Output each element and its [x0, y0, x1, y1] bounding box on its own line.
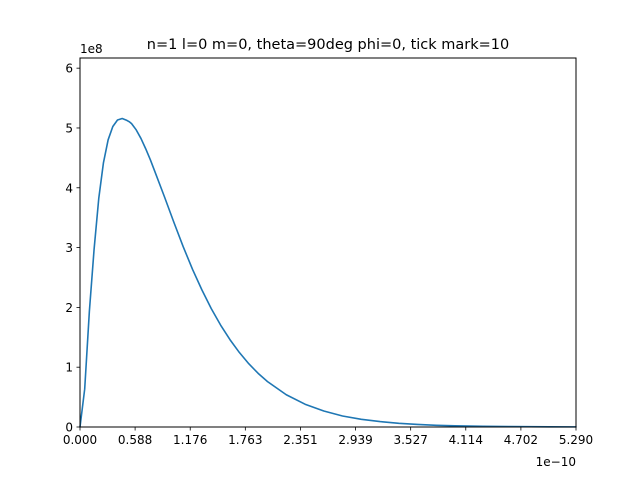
x-tick-label: 2.351: [283, 433, 317, 447]
series-line-0: [79, 117, 577, 428]
x-tick-label: 4.114: [449, 433, 483, 447]
x-tick-label: 0.588: [118, 433, 152, 447]
x-tick-label: 1.176: [173, 433, 207, 447]
x-tick-label: 4.702: [504, 433, 538, 447]
y-tick-label: 5: [65, 121, 73, 135]
x-axis: 0.000 0.588 1.176 1.763 2.351 2.939 3.527 4.114…: [63, 427, 593, 447]
axes-frame: [79, 57, 577, 428]
y-tick-label: 0: [65, 421, 73, 435]
y-axis-multiplier: 1e8: [80, 42, 103, 56]
y-tick-label: 2: [65, 301, 73, 315]
chart-title: n=1 l=0 m=0, theta=90deg phi=0, tick mar…: [147, 37, 510, 53]
data-layer: [79, 117, 577, 428]
y-tick-label: 3: [65, 241, 73, 255]
x-tick-label: 2.939: [338, 433, 372, 447]
x-tick-label: 0.000: [63, 433, 97, 447]
x-tick-label: 3.527: [393, 433, 427, 447]
plot-area: [79, 57, 577, 428]
y-tick-label: 4: [65, 181, 73, 195]
x-tick-label: 5.290: [559, 433, 593, 447]
x-tick-label: 1.763: [228, 433, 262, 447]
y-axis: 0 1 2 3 4 5 6: [65, 62, 80, 435]
y-tick-label: 1: [65, 361, 73, 375]
y-tick-label: 6: [65, 62, 73, 76]
x-axis-multiplier: 1e−10: [536, 455, 576, 469]
